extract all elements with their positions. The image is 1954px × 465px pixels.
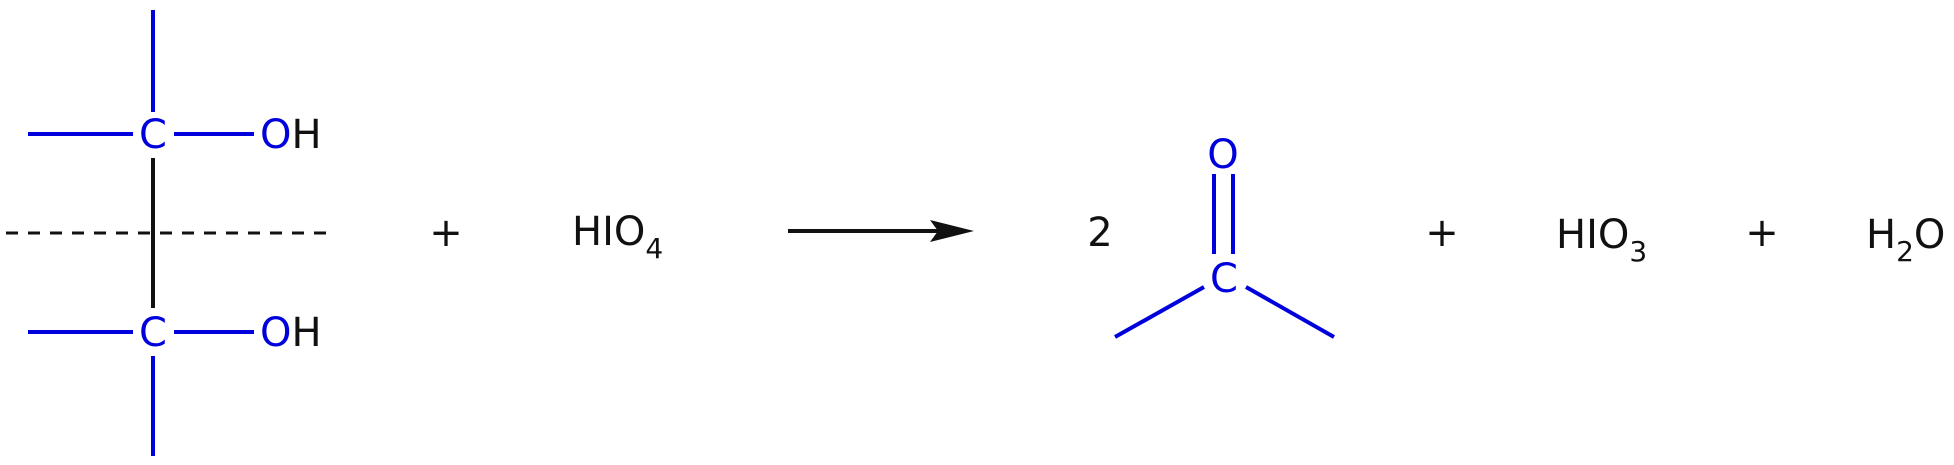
bottom-hydroxyl-oxygen: O <box>260 310 291 356</box>
plus-sign-products-2: + <box>1745 210 1779 256</box>
bond-ketone-methyl-left <box>1114 285 1205 339</box>
water-formula: H2O <box>1866 212 1945 268</box>
bond-ketone-methyl-right <box>1245 285 1335 339</box>
carbonyl-carbon-atom: C <box>1210 256 1238 302</box>
product-coefficient: 2 <box>1087 210 1112 256</box>
top-hydroxyl-oxygen: O <box>260 112 291 158</box>
reaction-arrow-head <box>930 220 974 242</box>
top-hydroxyl-group: OH <box>260 112 322 158</box>
top-carbon-atom: C <box>139 112 167 158</box>
water-subscript: 2 <box>1896 235 1914 268</box>
reaction-arrow <box>788 220 974 242</box>
plus-sign-reactants: + <box>429 210 463 256</box>
vicinal-diol-structure: C OH C OH <box>6 10 330 456</box>
periodic-acid-formula: HIO4 <box>572 209 663 265</box>
plus-sign-products-1: + <box>1425 210 1459 256</box>
top-hydroxyl-hydrogen: H <box>291 112 321 158</box>
periodic-acid-subscript: 4 <box>645 232 663 265</box>
carbonyl-oxygen-atom: O <box>1207 132 1238 178</box>
water-oxygen: O <box>1914 212 1945 258</box>
bottom-hydroxyl-group: OH <box>260 310 322 356</box>
ketone-structure: O C <box>1114 132 1335 339</box>
iodic-acid-main: HIO <box>1556 212 1629 258</box>
periodic-acid-main: HIO <box>572 209 645 255</box>
iodic-acid-formula: HIO3 <box>1556 212 1647 268</box>
bottom-carbon-atom: C <box>139 310 167 356</box>
water-hydrogen: H <box>1866 212 1896 258</box>
iodic-acid-subscript: 3 <box>1629 235 1647 268</box>
bottom-hydroxyl-hydrogen: H <box>291 310 321 356</box>
